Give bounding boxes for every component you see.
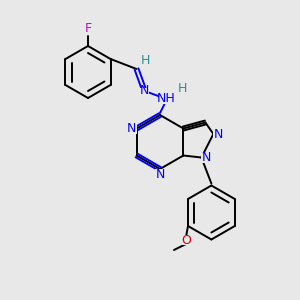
FancyBboxPatch shape	[158, 94, 175, 104]
FancyBboxPatch shape	[155, 169, 165, 179]
Text: N: N	[140, 85, 149, 98]
FancyBboxPatch shape	[201, 152, 212, 163]
FancyBboxPatch shape	[140, 88, 149, 97]
Text: F: F	[84, 22, 92, 34]
Text: O: O	[181, 233, 191, 247]
FancyBboxPatch shape	[181, 235, 191, 245]
Text: N: N	[202, 151, 211, 164]
Text: H: H	[141, 55, 150, 68]
Text: H: H	[178, 82, 187, 95]
Text: N: N	[155, 167, 165, 181]
FancyBboxPatch shape	[127, 124, 136, 134]
Text: NH: NH	[157, 92, 176, 106]
FancyBboxPatch shape	[213, 129, 224, 139]
Text: N: N	[214, 128, 223, 140]
Text: N: N	[127, 122, 136, 135]
